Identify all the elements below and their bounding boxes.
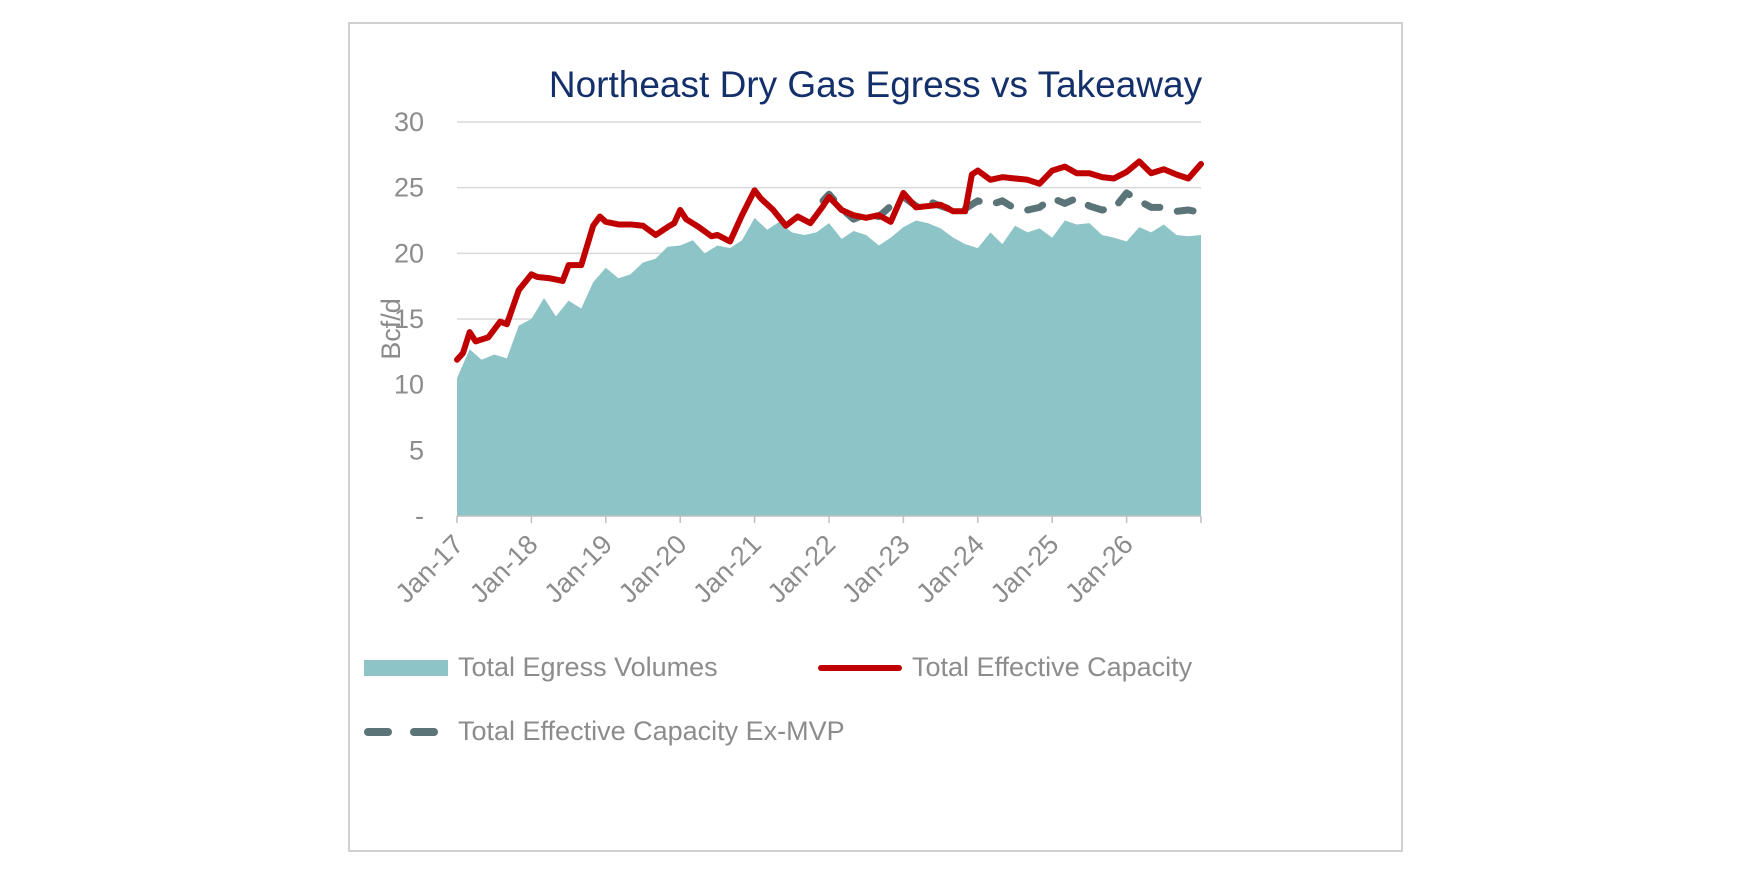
- x-tick-label: Jan-26: [1059, 529, 1139, 609]
- legend-item-egress: Total Egress Volumes: [364, 652, 718, 683]
- y-tick-label: 15: [394, 304, 424, 334]
- chart-frame: Northeast Dry Gas Egress vs Takeaway - 5 1…: [348, 22, 1403, 852]
- capacity-line-layer: [454, 158, 1205, 363]
- y-axis-label: Bcf/d: [376, 298, 406, 360]
- legend-item-ex-mvp: Total Effective Capacity Ex-MVP: [364, 716, 845, 747]
- legend-swatch-area: [364, 659, 448, 676]
- x-tick-label: Jan-24: [910, 529, 990, 609]
- y-tick-label: -: [415, 501, 424, 531]
- y-tick-label: 25: [394, 173, 424, 203]
- y-tick-label: 10: [394, 370, 424, 400]
- x-tick-label: Jan-20: [613, 529, 693, 609]
- x-tick-label: Jan-25: [985, 529, 1065, 609]
- legend-label-egress: Total Egress Volumes: [458, 652, 718, 682]
- y-tick-label: 5: [409, 435, 424, 465]
- legend-label-capacity: Total Effective Capacity: [912, 652, 1193, 682]
- egress-area-layer: [457, 217, 1201, 516]
- legend-swatch-line: [818, 664, 902, 671]
- legend-label-ex-mvp: Total Effective Capacity Ex-MVP: [458, 716, 845, 746]
- axes: [456, 515, 1202, 523]
- x-tick-label: Jan-17: [390, 529, 470, 609]
- x-tick-labels: Jan-17Jan-18Jan-19Jan-20Jan-21Jan-22Jan-…: [390, 529, 1139, 609]
- y-tick-labels: - 5 10 15 20 25 30: [394, 107, 424, 531]
- y-tick-label: 30: [394, 107, 424, 137]
- x-tick-label: Jan-21: [687, 529, 767, 609]
- x-tick-label: Jan-22: [762, 529, 842, 609]
- y-tick-label: 20: [394, 238, 424, 268]
- legend-swatch-dashed: [364, 727, 448, 736]
- effective-capacity-line: [454, 158, 1204, 363]
- x-tick-label: Jan-19: [538, 529, 618, 609]
- x-tick-label: Jan-18: [464, 529, 544, 609]
- chart-title: Northeast Dry Gas Egress vs Takeaway: [548, 64, 1203, 105]
- egress-volumes-area: [457, 217, 1201, 516]
- x-tick-label: Jan-23: [836, 529, 916, 609]
- legend-item-capacity: Total Effective Capacity: [818, 652, 1192, 683]
